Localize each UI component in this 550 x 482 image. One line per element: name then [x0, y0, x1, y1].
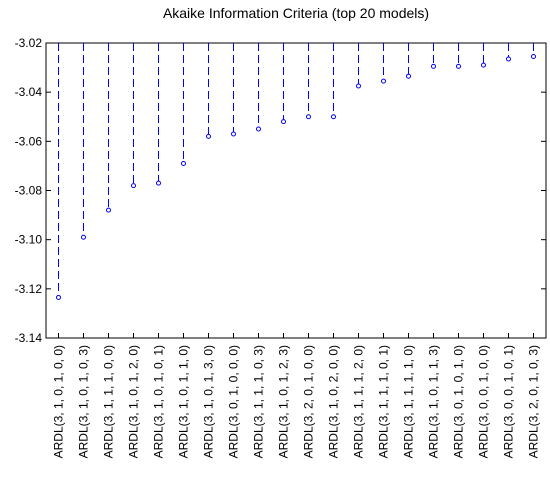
y-tick-label: -3.10: [15, 233, 43, 247]
x-tick-label: ARDL(3, 1, 0, 1, 3, 0): [202, 345, 216, 458]
marker: [456, 63, 461, 69]
x-tick-label: ARDL(3, 1, 1, 1, 1, 0): [402, 345, 416, 458]
x-tick-label: ARDL(3, 1, 0, 1, 0, 1): [152, 345, 166, 458]
x-tick-label: ARDL(3, 1, 0, 1, 1, 0): [177, 345, 191, 458]
marker: [431, 63, 436, 69]
marker: [331, 114, 336, 120]
marker: [231, 131, 236, 137]
marker: [531, 54, 536, 60]
x-tick-label: ARDL(3, 0, 1, 0, 0, 0): [227, 345, 241, 458]
x-tick-label: ARDL(3, 0, 0, 1, 0, 0): [477, 345, 491, 458]
x-tick-label: ARDL(3, 1, 0, 1, 0, 0): [52, 345, 66, 458]
marker: [56, 294, 61, 300]
x-tick-label: ARDL(3, 1, 0, 1, 1, 3): [427, 345, 441, 458]
marker: [256, 126, 261, 132]
marker: [506, 56, 511, 62]
marker: [181, 160, 186, 166]
x-tick-label: ARDL(3, 1, 1, 1, 0, 3): [252, 345, 266, 458]
marker: [206, 133, 211, 139]
chart-title: Akaike Information Criteria (top 20 mode…: [163, 5, 429, 21]
y-tick-label: -3.14: [15, 331, 43, 345]
x-tick-label: ARDL(3, 1, 1, 1, 2, 0): [352, 345, 366, 458]
x-tick-label: ARDL(3, 1, 0, 1, 0, 3): [77, 345, 91, 458]
y-tick-label: -3.08: [15, 184, 43, 198]
marker: [81, 234, 86, 240]
y-tick-label: -3.06: [15, 134, 43, 148]
y-tick-label: -3.02: [15, 36, 43, 50]
x-tick-label: ARDL(3, 0, 1, 0, 1, 0): [452, 345, 466, 458]
x-tick-label: ARDL(3, 2, 0, 1, 0, 0): [302, 345, 316, 458]
x-tick-label: ARDL(3, 2, 0, 1, 0, 3): [527, 345, 541, 458]
x-tick-label: ARDL(3, 1, 0, 1, 2, 0): [127, 345, 141, 458]
marker: [281, 119, 286, 125]
x-tick-label: ARDL(3, 1, 0, 2, 0, 0): [327, 345, 341, 458]
x-tick-label: ARDL(3, 0, 0, 1, 0, 1): [502, 345, 516, 458]
marker: [481, 62, 486, 68]
x-tick-label: ARDL(3, 1, 0, 1, 2, 3): [277, 345, 291, 458]
marker: [406, 73, 411, 79]
marker: [106, 207, 111, 213]
marker: [306, 114, 311, 120]
marker: [356, 83, 361, 89]
y-tick-label: -3.12: [15, 282, 43, 296]
x-tick-label: ARDL(3, 1, 1, 1, 0, 1): [377, 345, 391, 458]
y-tick-label: -3.04: [15, 85, 43, 99]
plot-frame: [45, 42, 547, 339]
x-tick-label: ARDL(3, 1, 1, 1, 0, 0): [102, 345, 116, 458]
marker: [381, 78, 386, 84]
marker: [156, 180, 161, 186]
marker: [131, 183, 136, 189]
